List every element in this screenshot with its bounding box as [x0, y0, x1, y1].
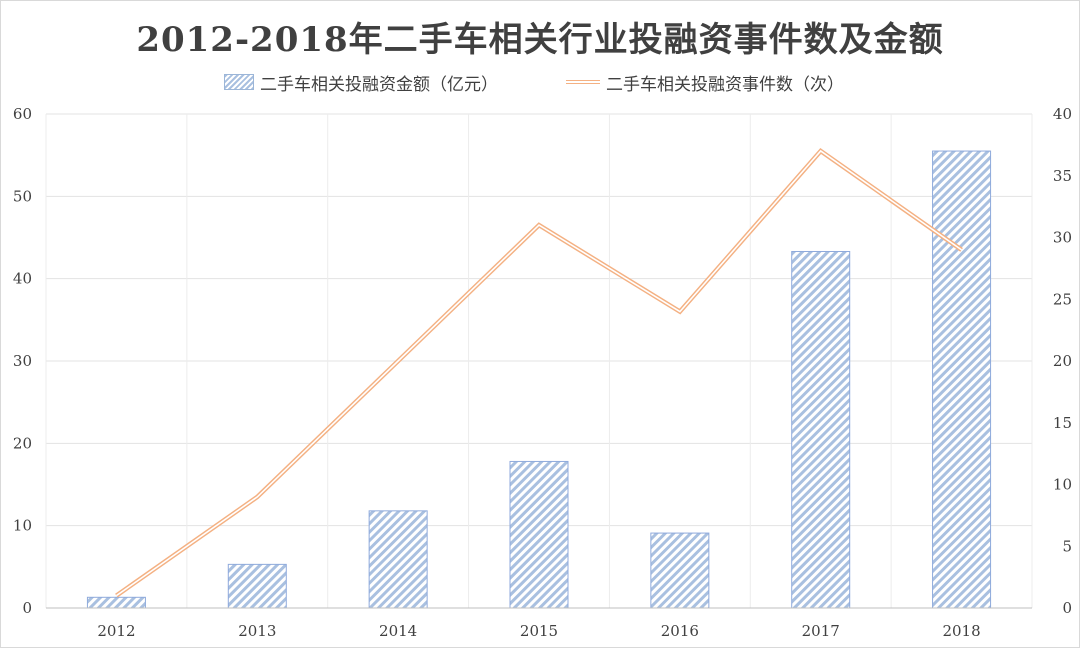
y-left-tick-label: 30 [13, 352, 32, 370]
bar-2013 [227, 563, 287, 609]
x-tick-label-2018: 2018 [942, 622, 980, 640]
bar-2016 [650, 532, 710, 609]
x-tick-label-2012: 2012 [97, 622, 135, 640]
legend: 二手车相关投融资金额（亿元） 二手车相关投融资事件数（次） [0, 70, 1080, 95]
legend-swatch-bar [224, 74, 254, 90]
legend-item-count: 二手车相关投融资事件数（次） [566, 70, 844, 95]
bar-series [86, 150, 992, 609]
legend-item-amount: 二手车相关投融资金额（亿元） [224, 70, 498, 95]
axes: 0 10 20 30 40 50 60 0 5 10 15 20 25 30 35 40 2012 2013 201… [13, 105, 1072, 640]
bar-2018 [932, 150, 992, 609]
grid [45, 113, 1033, 609]
count-line-inner [115, 149, 963, 597]
y-left-tick-label: 20 [13, 434, 32, 452]
legend-label-amount: 二手车相关投融资金额（亿元） [260, 74, 498, 95]
y-left-tick-label: 50 [13, 187, 32, 205]
legend-swatch-line [566, 79, 600, 85]
bar-2017 [791, 250, 851, 609]
y-left-tick-label: 60 [13, 105, 32, 123]
line-series [115, 147, 963, 598]
y-right-tick-label: 35 [1053, 167, 1072, 185]
x-tick-label-2013: 2013 [238, 622, 276, 640]
bar-2012 [86, 596, 146, 609]
y-left-tick-label: 0 [22, 599, 32, 617]
y-right-tick-label: 30 [1053, 229, 1072, 247]
y-right-tick-label: 15 [1053, 414, 1072, 432]
y-left-tick-label: 40 [13, 270, 32, 288]
bar-2015 [509, 460, 569, 609]
legend-label-count: 二手车相关投融资事件数（次） [606, 74, 844, 95]
x-tick-label-2014: 2014 [379, 622, 417, 640]
chart-title: 2012-2018年二手车相关行业投融资事件数及金额 [136, 20, 944, 60]
y-right-tick-label: 5 [1062, 537, 1072, 555]
y-right-tick-label: 0 [1062, 599, 1072, 617]
y-right-tick-label: 20 [1053, 352, 1072, 370]
x-tick-label-2015: 2015 [520, 622, 558, 640]
y-right-tick-label: 40 [1053, 105, 1072, 123]
x-tick-label-2016: 2016 [661, 622, 699, 640]
y-right-tick-label: 25 [1053, 290, 1072, 308]
y-right-tick-label: 10 [1053, 476, 1072, 494]
bar-2014 [368, 510, 428, 609]
y-left-tick-label: 10 [13, 517, 32, 535]
x-tick-label-2017: 2017 [802, 622, 840, 640]
